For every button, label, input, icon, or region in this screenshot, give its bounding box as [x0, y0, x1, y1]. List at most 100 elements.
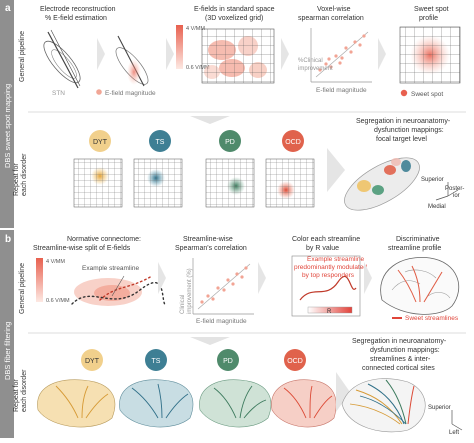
a-disorder-label-ts: TS	[156, 139, 165, 146]
a-arrow-2	[281, 38, 289, 70]
b-disorder-badge-dyt	[81, 349, 103, 371]
a-disorder-row: DYT TS PD OCD	[73, 130, 315, 208]
r-label: R	[327, 309, 332, 315]
sweet-streamlines-legend-text: Sweet streamlines	[405, 315, 459, 322]
b-seg-title-3: streamlines & inter-	[370, 356, 431, 363]
b-disorder-badge-pd	[217, 349, 239, 371]
a-scale-max: 4 V/MM	[186, 26, 205, 32]
a-disorder-label-dyt: DYT	[93, 139, 108, 146]
b-disorder-label-dyt: DYT	[85, 358, 100, 365]
b-disorder-label-pd: PD	[223, 358, 233, 365]
b-dir-left: Left	[449, 430, 459, 436]
b-step3-box	[291, 255, 361, 317]
panel-b-side-label: DBS fiber filtering	[3, 322, 12, 380]
b-orientation-axes	[451, 410, 463, 431]
b-scale-min: 0.6 V/MM	[46, 298, 70, 304]
a-seg-title-2: dysfunction mappings:	[374, 127, 444, 134]
a-step4-title-1: Sweet spot	[414, 6, 449, 13]
b-step3-title-1: Color each streamline	[292, 236, 360, 243]
a-disorder-label-pd: PD	[225, 139, 235, 146]
a-step1-title-1: Electrode reconstruction	[40, 6, 116, 13]
panel-a-row1-label: General pipeline	[19, 31, 26, 82]
stn-segregation-model	[344, 157, 420, 211]
a-step3-title-1: Voxel-wise	[317, 6, 351, 13]
a-down-arrow	[190, 116, 230, 124]
b-y-axis-1: Clinical	[180, 295, 186, 314]
b-arrow-2	[258, 262, 266, 294]
a-disorder-label-ocd: OCD	[285, 139, 301, 146]
panel-b-row1-label: General pipeline	[19, 263, 26, 314]
panel-b-letter: b	[5, 234, 11, 245]
a-arrow-3	[378, 38, 386, 70]
b-disorder-badge-ts	[145, 349, 167, 371]
b-example-streamline: Example streamline	[82, 265, 139, 272]
b-step1-title-1: Normative connectome:	[67, 236, 141, 243]
connectome-streamline-illustration	[71, 275, 167, 307]
efield-legend-text: E-field magnitude	[105, 90, 156, 97]
b-step2-title-1: Streamline-wise	[183, 236, 233, 243]
b-down-arrow	[190, 337, 230, 345]
a-dir-posterior-1: Poster-	[445, 186, 464, 192]
b-step3-title-2: by R value	[306, 245, 339, 252]
panel-a-row2-label-2: each disorder	[21, 153, 28, 196]
a-orientation-axes	[435, 182, 459, 201]
b-step2-title-2: Spearman's correlation	[175, 245, 247, 252]
a-seg-title-1: Segregation in neuroanatomy-	[356, 118, 451, 125]
stn-label: STN	[52, 90, 65, 97]
panel-a-row2-label-1: Repeat for	[13, 163, 20, 196]
a-x-axis: E-field magnitude	[316, 87, 367, 94]
b-step1-title-2: Streamline-wise split of E-fields	[33, 245, 131, 252]
b-seg-title-2: dysfunction mappings:	[370, 347, 440, 354]
a-dir-superior: Superior	[421, 177, 444, 183]
electrode-illustration	[43, 29, 149, 89]
a-arrow-1	[166, 38, 174, 70]
a-step2-title-2: (3D voxelized grid)	[205, 15, 263, 22]
a-disorder-badge-ts	[149, 130, 171, 152]
sweet-spot-legend-dot	[400, 89, 408, 97]
b-seg-title-4: connected cortical sites	[362, 365, 435, 372]
a-step1-title-2: % E-field estimation	[45, 15, 107, 22]
a-scatter-plot	[310, 28, 372, 83]
panel-b-sidebar	[0, 230, 14, 438]
panel-b: b DBS fiber filtering General pipeline R…	[0, 230, 466, 438]
a-arrow-4	[327, 148, 345, 192]
sweet-streamlines-legend-mark	[392, 317, 402, 319]
a-disorder-badge-pd	[219, 130, 241, 152]
a-y-axis-2: improvement	[298, 66, 333, 72]
b-colour-scale	[36, 258, 43, 302]
b-scale-max: 4 V/MM	[46, 259, 65, 265]
panel-a-sidebar	[0, 0, 14, 228]
sweet-spot-grid	[399, 26, 461, 84]
a-seg-title-3: focal target level	[376, 136, 427, 143]
a-step3-title-2: spearman correlation	[298, 15, 364, 22]
b-x-axis: E-field magnitude	[196, 318, 247, 325]
a-scale-min: 0.6 V/MM	[186, 65, 210, 71]
panel-b-row2-label-2: each disorder	[21, 369, 28, 412]
b-disorder-row: DYT TS PD OCD	[37, 349, 337, 428]
b-disorder-label-ts: TS	[152, 358, 161, 365]
a-step4-title-2: profile	[419, 15, 438, 22]
b-brain-profile	[380, 256, 460, 315]
a-disorder-badge-dyt	[89, 130, 111, 152]
b-disorder-label-ocd: OCD	[287, 358, 303, 365]
panel-b-row2-label-1: Repeat for	[13, 379, 20, 412]
r-colour-bar	[307, 306, 353, 314]
b-arrow-3	[364, 262, 372, 294]
b-arrow-1	[158, 262, 166, 294]
b-scatter-plot	[192, 258, 254, 315]
voxel-grid	[201, 28, 275, 84]
b-step4-title-1: Discriminative	[396, 236, 440, 243]
b-arrow-4	[336, 372, 350, 412]
panel-a-letter: a	[5, 3, 11, 14]
b-seg-title-1: Segregation in neuroanatomy-	[352, 338, 447, 345]
a-dir-posterior-2: ior	[453, 193, 460, 199]
sweet-spot-legend-text: Sweet spot	[411, 91, 443, 98]
efield-legend-dot	[96, 89, 102, 95]
b-step4-title-2: streamline profile	[388, 245, 441, 252]
b-step3-note-1: Example streamline	[307, 256, 364, 263]
b-red-streamline	[299, 275, 357, 301]
a-colour-scale	[176, 25, 183, 69]
a-disorder-badge-ocd	[282, 130, 304, 152]
